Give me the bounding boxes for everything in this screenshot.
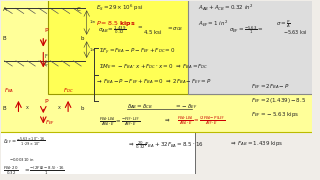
Text: $\frac{F_{BA}\cdot 20}{0.32}$: $\frac{F_{BA}\cdot 20}{0.32}$ xyxy=(3,164,19,177)
Text: $F_{EF}$: $F_{EF}$ xyxy=(45,118,55,127)
FancyBboxPatch shape xyxy=(188,0,320,94)
Text: b: b xyxy=(81,106,84,111)
Text: x: x xyxy=(57,105,60,110)
Text: $\Rightarrow\ F_{AB}=1.439$ kips: $\Rightarrow\ F_{AB}=1.439$ kips xyxy=(229,139,284,148)
Text: $\delta_{EF} = \frac{-5.63\times10^3\cdot16}{1\cdot29\times10^6}$: $\delta_{EF} = \frac{-5.63\times10^3\cdo… xyxy=(3,136,45,148)
Bar xyxy=(64,8,72,57)
Text: $\frac{F_{BA}\cdot L_{BA}}{A_{BA}\cdot E} = \frac{(2F_{BA}-P)L_{EF}}{A_{EF}\cdot: $\frac{F_{BA}\cdot L_{BA}}{A_{BA}\cdot E… xyxy=(177,115,225,128)
Text: $-5.63$ ksi: $-5.63$ ksi xyxy=(283,28,308,36)
Text: $P = 8.5$ kips: $P = 8.5$ kips xyxy=(96,19,136,28)
Bar xyxy=(8,102,85,114)
Text: $F_{EF} = -5.63$ kips: $F_{EF} = -5.63$ kips xyxy=(251,110,300,119)
Text: B: B xyxy=(3,106,7,111)
Text: $\Rightarrow\ \frac{20}{0.32}F_{BA}+32F_{BA}=8.5\cdot16$: $\Rightarrow\ \frac{20}{0.32}F_{BA}+32F_… xyxy=(127,139,204,151)
Text: $\frac{F_{BA}\cdot L_{BA}}{A_{BA}\cdot E} = \frac{-F_{EF}\cdot L_{EF}}{A_{EF}\cd: $\frac{F_{BA}\cdot L_{BA}}{A_{BA}\cdot E… xyxy=(99,115,140,128)
Bar xyxy=(14,8,23,57)
Text: $4.5$ ksi: $4.5$ ksi xyxy=(143,28,163,36)
Text: B: B xyxy=(3,36,7,41)
FancyBboxPatch shape xyxy=(0,69,195,180)
Text: $\delta_{AB} = \delta_{CB}$: $\delta_{AB} = \delta_{CB}$ xyxy=(127,102,153,111)
Bar xyxy=(8,38,85,50)
Text: $\rightarrow\ F_{BA}-P-F_{EF}+F_{BA}=0\ \Rightarrow\ 2F_{BA}-F_{EF}=P$: $\rightarrow\ F_{BA}-P-F_{EF}+F_{BA}=0\ … xyxy=(95,78,212,87)
Text: C: C xyxy=(77,7,81,12)
Text: $\sigma_{EF} = \frac{-5.63}{1} =$: $\sigma_{EF} = \frac{-5.63}{1} =$ xyxy=(229,25,264,36)
Text: P: P xyxy=(45,99,48,104)
FancyBboxPatch shape xyxy=(48,0,257,94)
Text: $\Sigma F_y = F_{BA}-P-F_{EF}+F_{DC} = 0$: $\Sigma F_y = F_{BA}-P-F_{EF}+F_{DC} = 0… xyxy=(99,47,176,57)
Text: $F_{BA}$: $F_{BA}$ xyxy=(4,86,15,95)
Bar xyxy=(11,57,26,61)
Text: $F_{DC}$: $F_{DC}$ xyxy=(63,86,74,95)
Text: F: F xyxy=(45,54,48,59)
Text: $\sigma = \frac{P}{A}$: $\sigma = \frac{P}{A}$ xyxy=(276,19,291,30)
Text: $= \sigma_{CB}$: $= \sigma_{CB}$ xyxy=(166,25,183,33)
Text: P: P xyxy=(45,28,48,33)
Bar xyxy=(60,57,76,61)
Text: E: E xyxy=(45,61,48,66)
Bar xyxy=(60,8,76,14)
Text: $=$: $=$ xyxy=(136,25,143,30)
Text: x: x xyxy=(26,105,29,110)
Bar xyxy=(11,8,26,14)
Text: $A_{AB}+A_{CB} = 0.32\ in^2$: $A_{AB}+A_{CB} = 0.32\ in^2$ xyxy=(198,3,254,13)
Text: $A_{EF} = 1\ in^2$: $A_{EF} = 1\ in^2$ xyxy=(198,19,229,29)
Text: $E_S = 29\times10^6$ psi: $E_S = 29\times10^6$ psi xyxy=(96,3,143,14)
Text: b: b xyxy=(81,36,84,41)
Text: $\sigma_{AB} = \frac{1.439}{0.32}$: $\sigma_{AB} = \frac{1.439}{0.32}$ xyxy=(98,25,126,36)
Text: $\Rightarrow$: $\Rightarrow$ xyxy=(163,117,170,124)
Text: A: A xyxy=(3,7,7,12)
Text: $\Sigma M_E = -F_{BA}\cdot x+F_{DC}\cdot x = 0\ \Rightarrow\ F_{BA}=F_{DC}$: $\Sigma M_E = -F_{BA}\cdot x+F_{DC}\cdot… xyxy=(99,62,209,71)
Text: $F_{EF} = 2F_{BA}-P$: $F_{EF} = 2F_{BA}-P$ xyxy=(251,82,290,91)
FancyBboxPatch shape xyxy=(0,0,320,132)
Text: $= -\delta_{EF}$: $= -\delta_{EF}$ xyxy=(174,102,197,111)
Text: $F_{EF} = 2(1.439)-8.5$: $F_{EF} = 2(1.439)-8.5$ xyxy=(251,96,307,105)
Text: $-0.00310$ in: $-0.00310$ in xyxy=(9,156,35,163)
Text: $= \frac{-(2F_{BA}-8.5)\cdot16}{1}$: $= \frac{-(2F_{BA}-8.5)\cdot16}{1}$ xyxy=(23,164,65,177)
Text: 1in: 1in xyxy=(90,48,96,52)
Text: 1in: 1in xyxy=(90,20,96,24)
